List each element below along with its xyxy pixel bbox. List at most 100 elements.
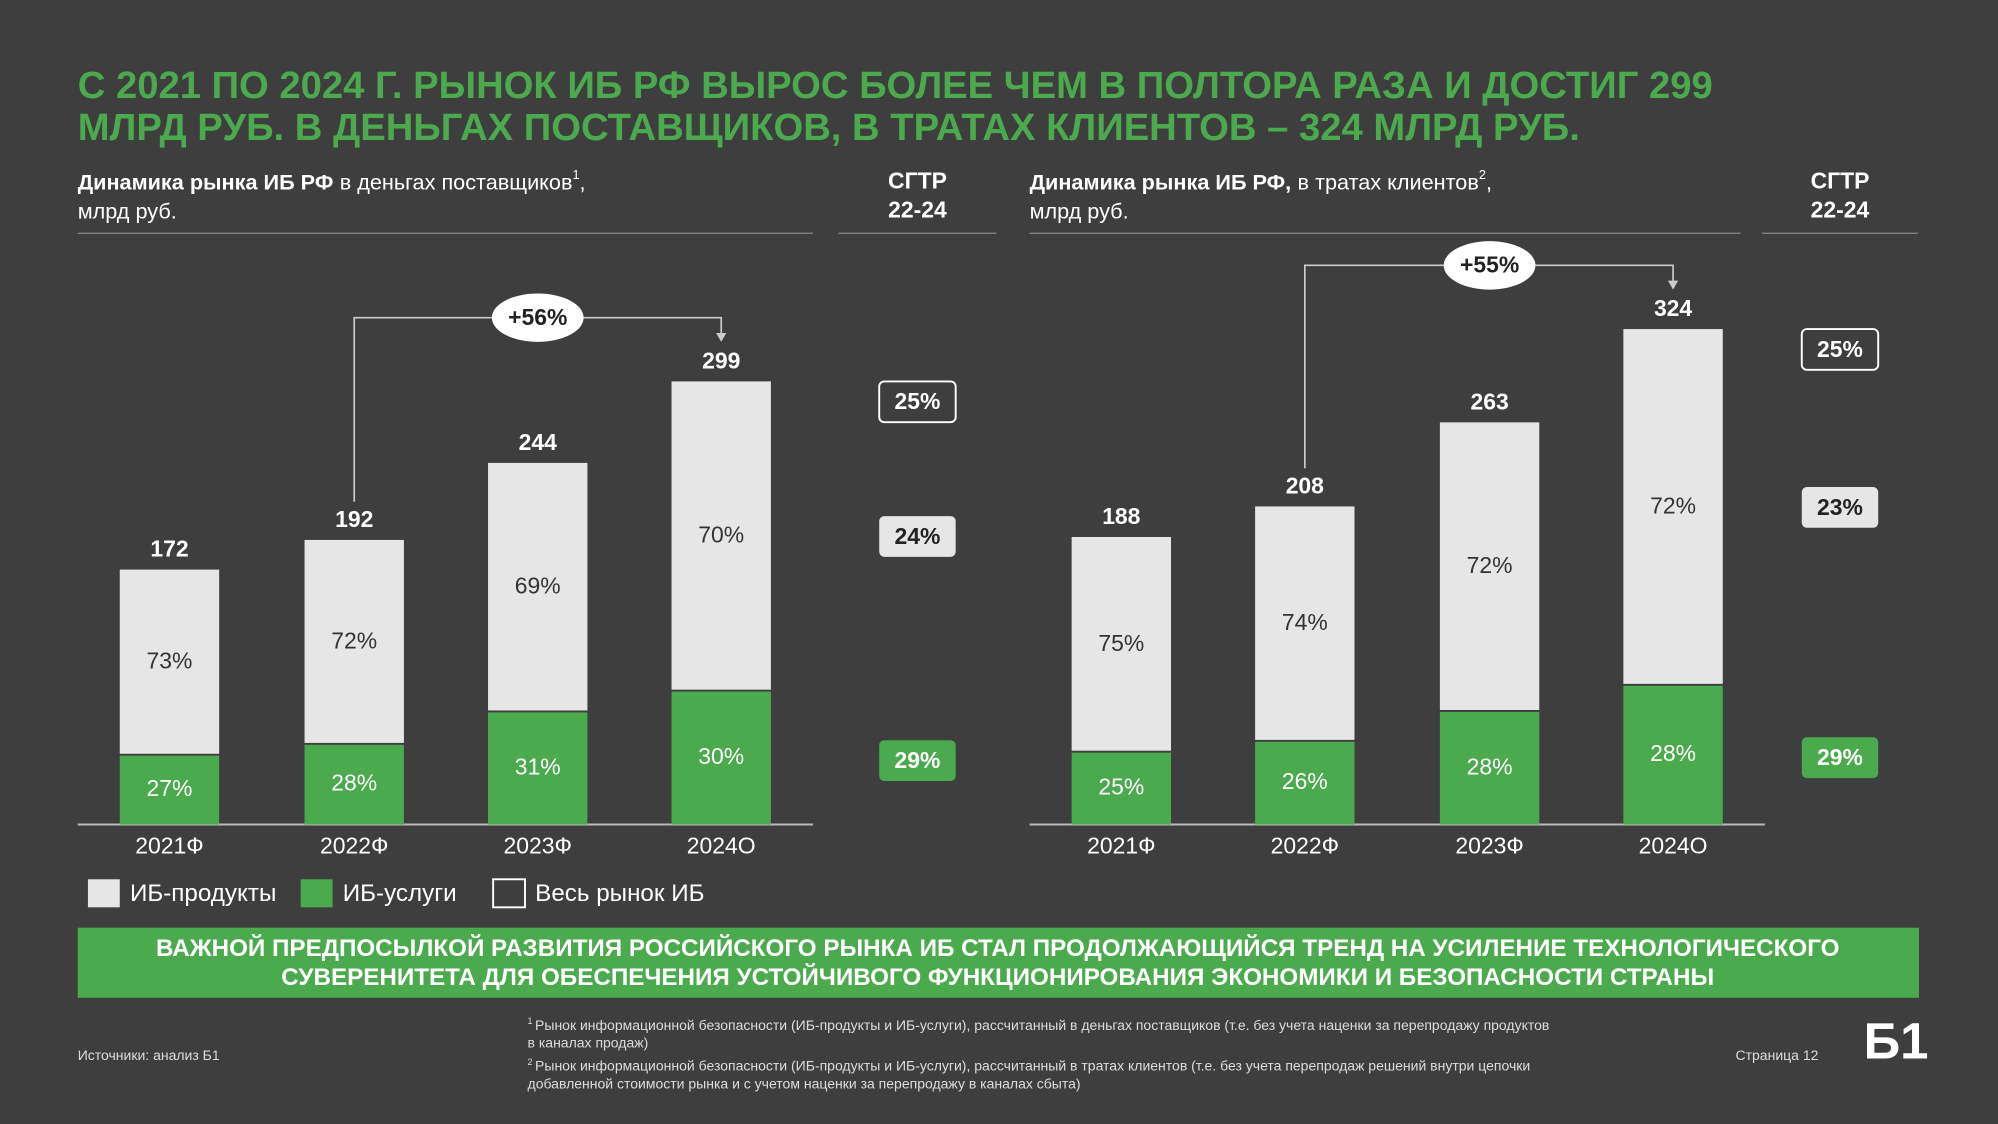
slide-title: С 2021 ПО 2024 Г. РЫНОК ИБ РФ ВЫРОС БОЛЕ… xyxy=(78,64,1713,107)
cagr-header: 22-24 xyxy=(1811,197,1870,223)
bar-segment xyxy=(1071,537,1172,751)
bar-segment xyxy=(1439,422,1540,710)
cagr-box xyxy=(878,380,957,424)
growth-label: +56% xyxy=(508,304,567,330)
page-number: Страница 12 xyxy=(1736,1047,1819,1063)
cagr-box xyxy=(879,740,956,781)
x-tick-label: 2022Ф xyxy=(1271,832,1339,858)
segment-label: 72% xyxy=(1467,552,1513,578)
bar-segment xyxy=(304,744,404,825)
source: Источники: анализ Б1 xyxy=(78,1047,220,1063)
cagr-box xyxy=(1800,328,1880,371)
segment-label: 73% xyxy=(147,648,193,674)
legend-label: ИБ-услуги xyxy=(343,880,457,907)
growth-bubble xyxy=(491,293,584,342)
footnote: 2 Рынок информационной безопасности (ИБ-п… xyxy=(528,1057,1531,1073)
total-label: 192 xyxy=(335,506,373,532)
total-label: 172 xyxy=(150,536,188,562)
x-tick-label: 2023Ф xyxy=(504,832,572,858)
cagr-header: 22-24 xyxy=(888,197,947,223)
growth-label: +55% xyxy=(1460,252,1519,278)
chart-title-tail: , xyxy=(580,169,586,194)
bar-segment xyxy=(1439,711,1540,825)
bar-segment xyxy=(119,755,220,825)
legend-label: Весь рынок ИБ xyxy=(535,880,704,907)
bar-segment xyxy=(671,691,771,825)
footnote: 1 Рынок информационной безопасности (ИБ-п… xyxy=(528,1016,1550,1032)
total-label: 244 xyxy=(519,429,557,455)
bar-segment xyxy=(1255,741,1355,825)
chart-title-tail: , xyxy=(1486,169,1492,194)
segment-label: 74% xyxy=(1282,609,1328,635)
growth-bubble xyxy=(1443,241,1536,290)
cagr-box xyxy=(1801,487,1879,528)
legend-swatch xyxy=(300,879,333,908)
total-label: 299 xyxy=(702,347,740,373)
x-tick-label: 2022Ф xyxy=(320,832,388,858)
cagr-label: 25% xyxy=(895,388,941,414)
cagr-header: СГТР xyxy=(1811,167,1870,193)
x-tick-label: 2021Ф xyxy=(135,832,203,858)
segment-label: 27% xyxy=(147,775,193,801)
cagr-label: 29% xyxy=(895,747,941,773)
arrow-head xyxy=(716,332,727,342)
footnote-mark: 1 xyxy=(528,1016,533,1026)
segment-label: 26% xyxy=(1282,768,1328,794)
chart-title: Динамика рынка ИБ РФ, в тратах клиентов2, xyxy=(1030,167,1492,194)
segment-label: 25% xyxy=(1098,774,1144,800)
cagr-label: 25% xyxy=(1817,336,1863,362)
segment-label: 28% xyxy=(331,770,377,796)
segment-label: 69% xyxy=(515,573,561,599)
chart-title-note: 1 xyxy=(572,167,579,182)
legend-swatch xyxy=(87,879,120,908)
chart-title-text: в тратах клиентов xyxy=(1298,169,1479,194)
segment-label: 28% xyxy=(1650,740,1696,766)
legend-label: ИБ-продукты xyxy=(130,880,276,907)
bar-segment xyxy=(1071,752,1172,825)
footnote-text: Рынок информационной безопасности (ИБ-пр… xyxy=(535,1017,1549,1033)
total-label: 324 xyxy=(1654,295,1692,321)
bar-segment xyxy=(488,712,588,825)
total-label: 263 xyxy=(1470,388,1508,414)
footnote-text: Рынок информационной безопасности (ИБ-пр… xyxy=(535,1057,1530,1073)
x-tick-label: 2024О xyxy=(1639,832,1708,858)
cagr-box xyxy=(1801,737,1879,779)
cagr-label: 23% xyxy=(1817,494,1863,520)
banner-text: ВАЖНОЙ ПРЕДПОСЫЛКОЙ РАЗВИТИЯ РОССИЙСКОГО… xyxy=(156,934,1839,962)
chart-title-bold: Динамика рынка ИБ РФ, xyxy=(1030,169,1292,194)
footnote-text: добавленной стоимости рынка и с учетом н… xyxy=(528,1075,1081,1091)
arrow-head xyxy=(1667,280,1679,290)
bar-segment xyxy=(304,539,404,743)
bar-segment xyxy=(119,569,220,754)
segment-label: 30% xyxy=(698,743,744,769)
banner-text: СУВЕРЕНИТЕТА ДЛЯ ОБЕСПЕЧЕНИЯ УСТОЙЧИВОГО… xyxy=(281,963,1714,991)
x-tick-label: 2023Ф xyxy=(1455,832,1523,858)
segment-label: 70% xyxy=(698,522,744,548)
x-tick-label: 2024О xyxy=(687,832,756,858)
chart-title-note: 2 xyxy=(1479,167,1486,182)
cagr-box xyxy=(879,516,956,557)
segment-label: 28% xyxy=(1467,753,1513,779)
chart-title-bold: Динамика рынка ИБ РФ xyxy=(78,169,334,194)
footnote-mark: 2 xyxy=(528,1057,533,1067)
x-tick-label: 2021Ф xyxy=(1087,832,1155,858)
banner xyxy=(77,927,1919,998)
total-label: 188 xyxy=(1102,503,1140,529)
segment-label: 72% xyxy=(1650,492,1696,518)
cagr-label: 29% xyxy=(1817,744,1863,770)
cagr-header: СГТР xyxy=(888,167,947,193)
chart-title-text: в деньгах поставщиков xyxy=(340,169,573,194)
bar-segment xyxy=(1255,506,1355,740)
footnote: добавленной стоимости рынка и с учетом н… xyxy=(528,1075,1081,1091)
total-label: 208 xyxy=(1286,472,1324,498)
legend-swatch xyxy=(492,878,526,909)
chart-title: Динамика рынка ИБ РФ в деньгах поставщико… xyxy=(78,167,586,194)
bar-segment xyxy=(1623,685,1723,825)
segment-label: 31% xyxy=(515,754,561,780)
footnote: в каналах продаж) xyxy=(528,1034,649,1050)
slide-title: МЛРД РУБ. В ДЕНЬГАХ ПОСТАВЩИКОВ, В ТРАТА… xyxy=(78,106,1580,149)
segment-label: 72% xyxy=(331,627,377,653)
chart-unit: млрд руб. xyxy=(78,199,177,224)
segment-label: 75% xyxy=(1098,630,1144,656)
